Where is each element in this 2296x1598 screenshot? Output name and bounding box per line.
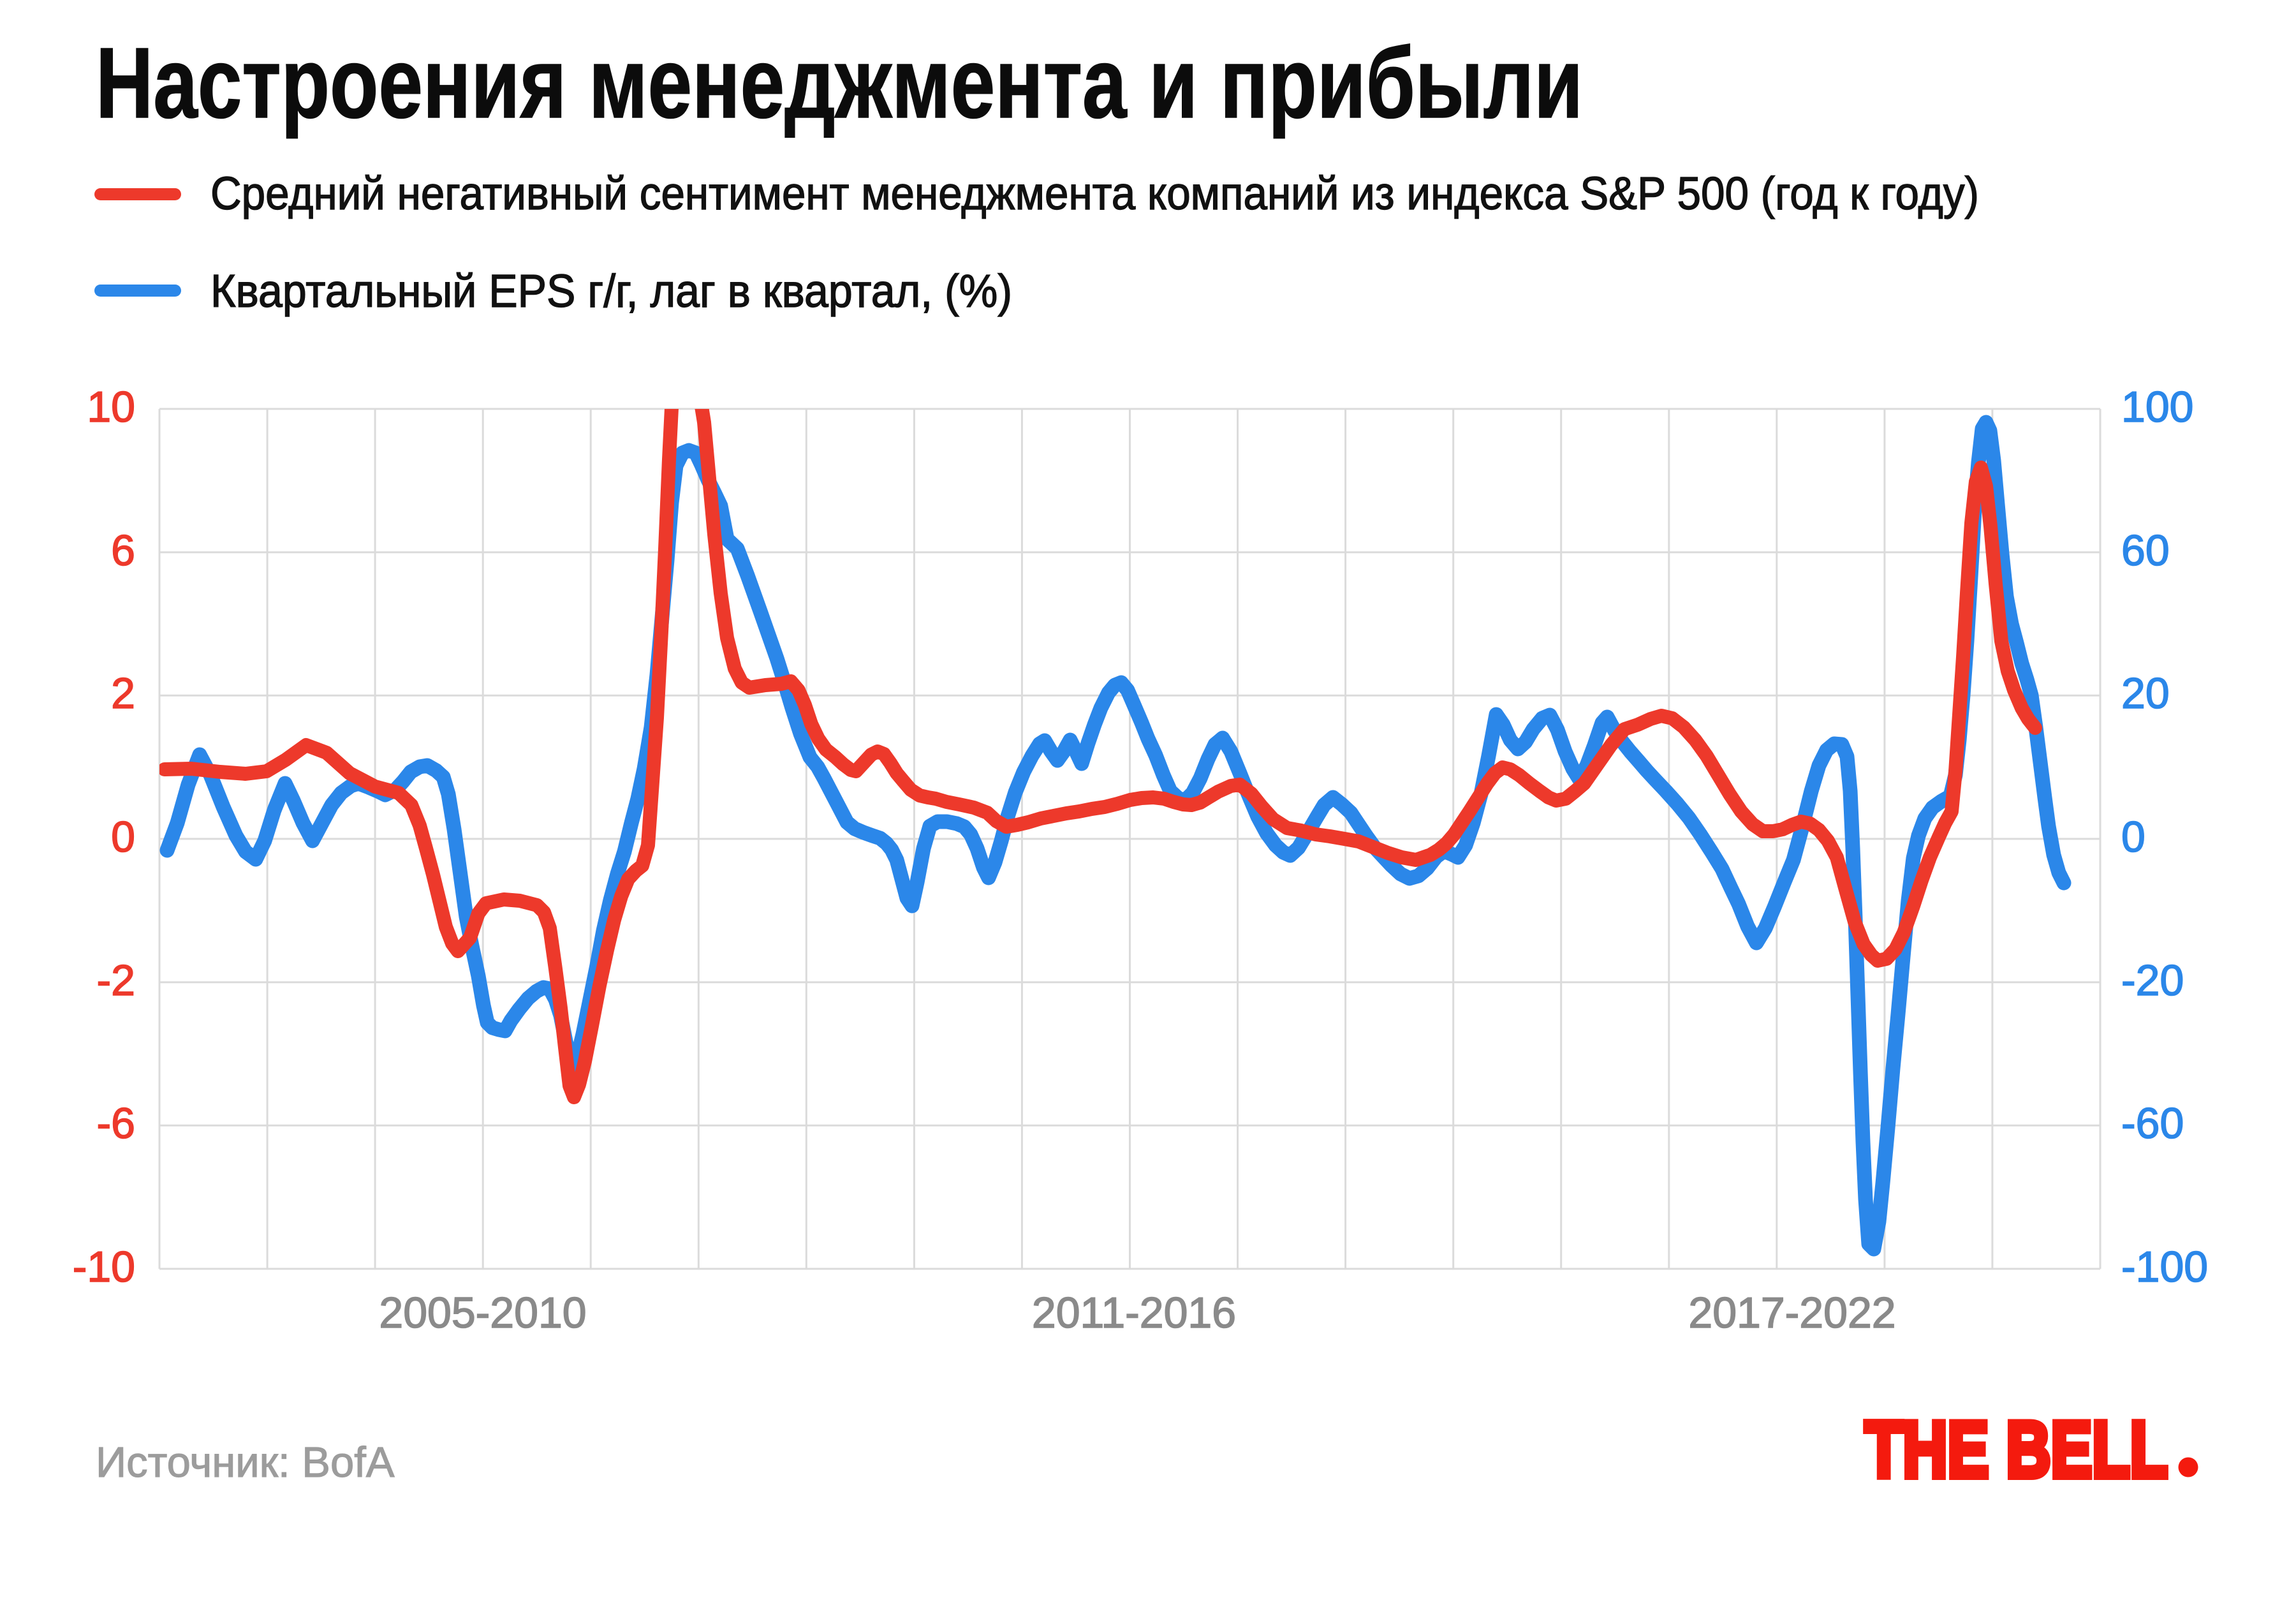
svg-text:THE BELL: THE BELL	[1865, 1406, 2168, 1494]
svg-text:-20: -20	[2121, 956, 2184, 1005]
svg-text:6: 6	[111, 526, 135, 575]
svg-text:-10: -10	[73, 1243, 135, 1291]
svg-text:0: 0	[111, 813, 135, 861]
svg-text:-2: -2	[97, 956, 135, 1005]
svg-text:2017-2022: 2017-2022	[1688, 1289, 1895, 1337]
svg-text:-60: -60	[2121, 1099, 2184, 1148]
svg-text:0: 0	[2121, 813, 2145, 861]
svg-text:20: 20	[2121, 669, 2170, 718]
svg-text:Квартальный EPS г/г, лаг в ква: Квартальный EPS г/г, лаг в квартал, (%)	[210, 266, 1012, 317]
svg-text:2005-2010: 2005-2010	[379, 1289, 586, 1337]
svg-text:Настроения менеджмента и прибы: Настроения менеджмента и прибыли	[96, 27, 1583, 139]
svg-text:10: 10	[87, 383, 135, 431]
svg-text:Средний негативный сентимент м: Средний негативный сентимент менеджмента…	[210, 168, 1979, 219]
svg-text:-100: -100	[2121, 1243, 2208, 1291]
svg-text:2011-2016: 2011-2016	[1032, 1289, 1236, 1337]
svg-text:100: 100	[2121, 383, 2193, 431]
svg-text:Источник: BofA: Источник: BofA	[96, 1439, 395, 1486]
svg-text:2: 2	[111, 669, 135, 718]
svg-text:-6: -6	[97, 1099, 135, 1148]
svg-text:60: 60	[2121, 526, 2170, 575]
